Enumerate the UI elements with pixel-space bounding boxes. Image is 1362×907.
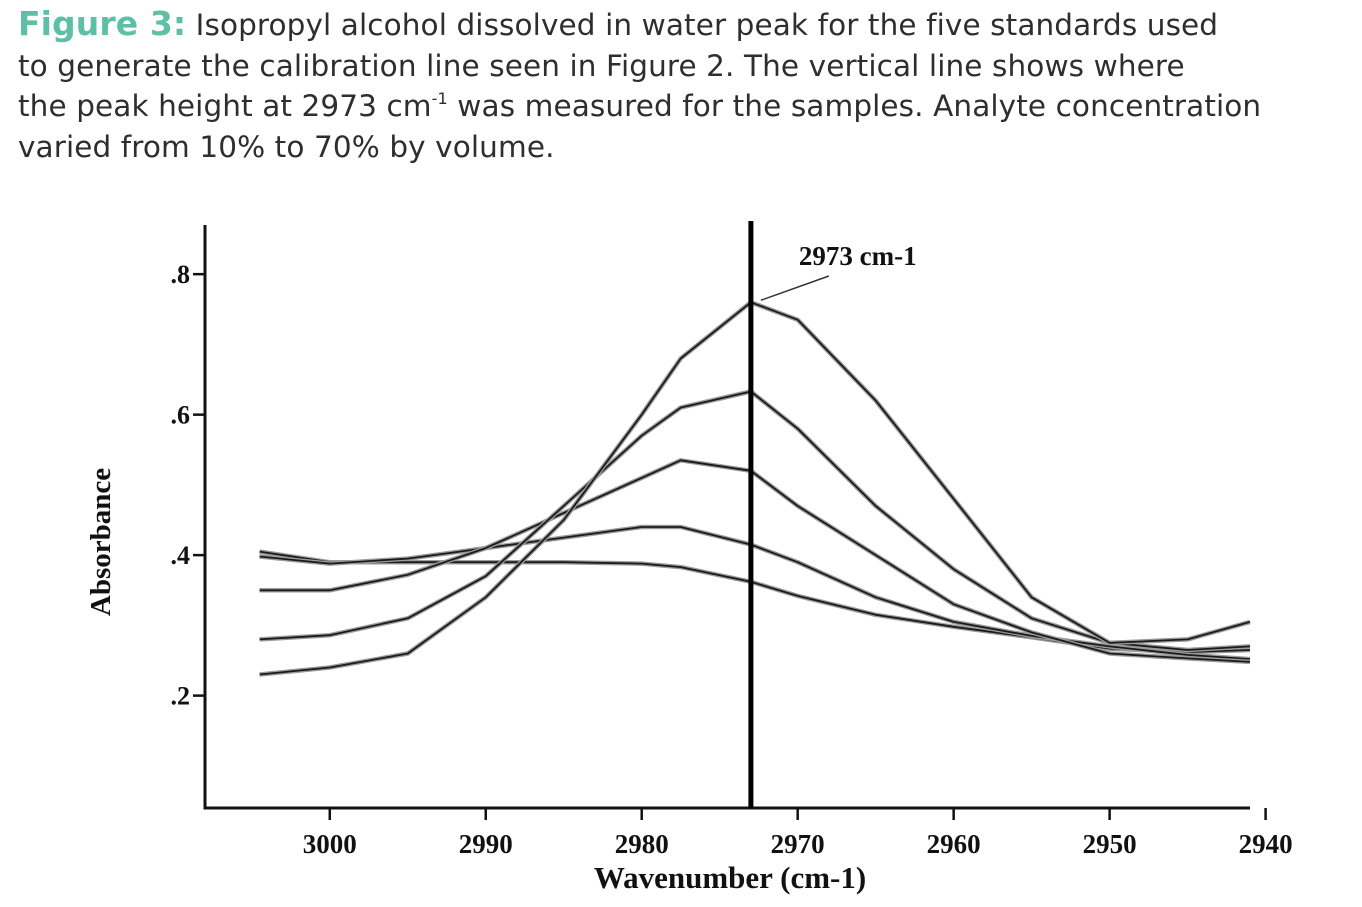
x-ticks: 3000 2990 2980 2970 2960 2950 2940 (303, 808, 1293, 859)
x-tick-label: 2960 (927, 829, 981, 859)
caption-text-1: Isopropyl alcohol dissolved in water pea… (195, 8, 1219, 42)
series-halo (259, 389, 1251, 653)
figure-label: Figure 3: (18, 4, 187, 43)
x-tick-label: 2970 (771, 829, 825, 859)
caption-line-4: varied from 10% to 70% by volume. (18, 129, 555, 164)
y-tick-label: .8 (171, 260, 191, 289)
caption-text-3a: the peak height at 2973 cm (18, 89, 432, 123)
y-tick-label: .4 (171, 541, 191, 570)
x-axis-label: Wavenumber (cm-1) (594, 860, 866, 895)
x-tick-label: 2980 (615, 829, 669, 859)
series-line-4 (259, 390, 1251, 651)
marker-label: 2973 cm-1 (799, 241, 917, 271)
figure-caption: Figure 3: Isopropyl alcohol dissolved in… (18, 4, 1348, 167)
series-layer (259, 300, 1251, 677)
caption-line-3: the peak height at 2973 cm-1 was measure… (18, 86, 1348, 127)
caption-line-1: Figure 3: Isopropyl alcohol dissolved in… (18, 4, 1348, 46)
marker-leader-line (760, 275, 830, 301)
x-tick-label: 2950 (1083, 829, 1137, 859)
caption-line-2: to generate the calibration line seen in… (18, 48, 1185, 83)
y-tick-label: .2 (171, 682, 191, 711)
caption-text-3b: was measured for the samples. Analyte co… (447, 89, 1262, 123)
y-ticks: .8 .6 .4 .2 (171, 260, 205, 711)
y-axis-label: Absorbance (85, 468, 117, 616)
x-tick-label: 2990 (459, 829, 513, 859)
caption-superscript: -1 (431, 89, 448, 108)
y-tick-label: .6 (171, 401, 191, 430)
x-tick-label: 3000 (303, 829, 357, 859)
x-tick-label: 2940 (1239, 829, 1293, 859)
